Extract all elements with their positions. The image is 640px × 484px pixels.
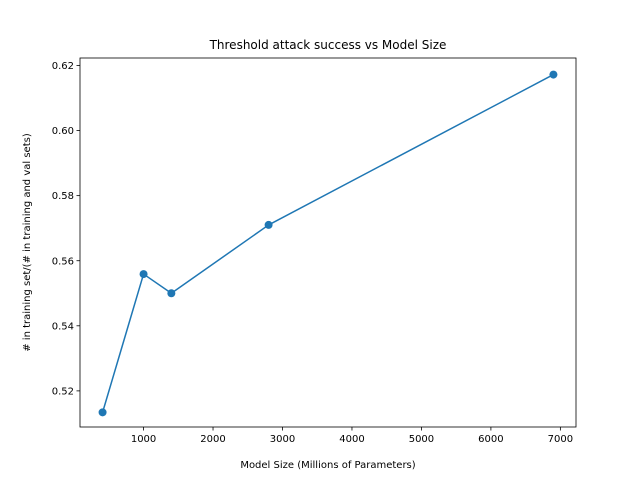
x-axis-label: Model Size (Millions of Parameters) xyxy=(240,460,415,471)
x-tick-label: 1000 xyxy=(131,434,156,445)
x-tick-label: 6000 xyxy=(478,434,503,445)
y-axis: 0.52 0.54 0.56 0.58 0.60 0.62 xyxy=(52,61,80,397)
x-tick-label: 5000 xyxy=(409,434,434,445)
y-tick-label: 0.56 xyxy=(52,256,74,267)
data-point xyxy=(139,270,148,279)
series-layer xyxy=(98,70,558,417)
y-tick-label: 0.58 xyxy=(52,191,74,202)
y-tick-label: 0.54 xyxy=(52,321,74,332)
plot-frame xyxy=(79,57,577,428)
data-point xyxy=(167,289,176,298)
x-axis: 1000 2000 3000 4000 5000 6000 7000 xyxy=(131,427,573,445)
data-point xyxy=(98,408,107,417)
y-axis-label: # in training set/(# in training and val… xyxy=(22,133,33,352)
y-tick-label: 0.52 xyxy=(52,386,74,397)
x-tick-label: 2000 xyxy=(200,434,225,445)
y-tick-label: 0.60 xyxy=(52,126,74,137)
x-tick-label: 7000 xyxy=(548,434,573,445)
data-point xyxy=(264,220,273,229)
x-tick-label: 4000 xyxy=(339,434,364,445)
x-tick-label: 3000 xyxy=(270,434,295,445)
chart-title: Threshold attack success vs Model Size xyxy=(209,38,447,52)
y-tick-label: 0.62 xyxy=(52,61,74,72)
data-point xyxy=(549,70,558,79)
